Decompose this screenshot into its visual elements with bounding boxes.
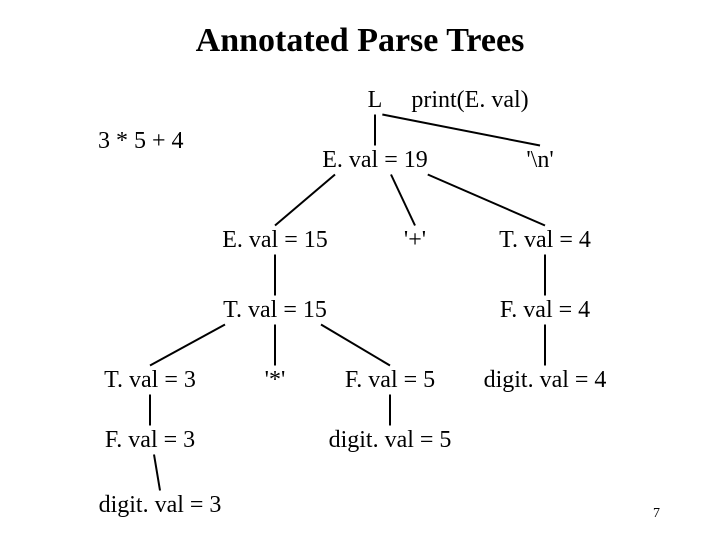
tree-edges [0, 0, 720, 540]
